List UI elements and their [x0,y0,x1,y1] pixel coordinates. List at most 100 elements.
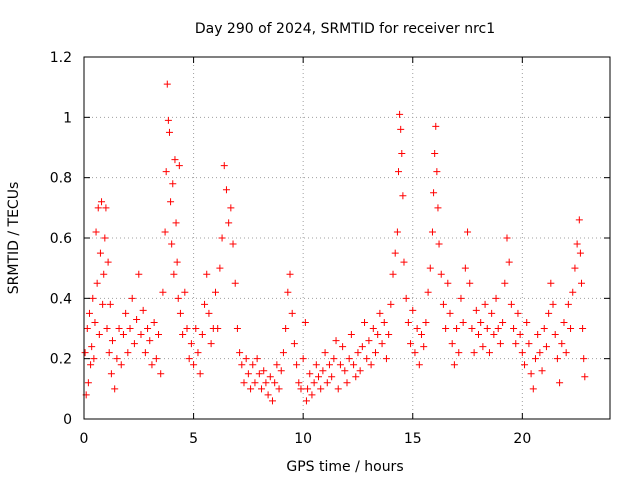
data-point [395,168,403,176]
data-point [397,125,405,133]
data-point [479,343,487,351]
data-point [196,370,204,378]
data-point [404,318,412,326]
data-point [501,279,509,287]
data-point [83,325,91,332]
y-tick-label: 1 [63,110,72,126]
data-point [542,343,550,351]
data-point [477,318,485,326]
data-point [367,361,375,369]
data-point [434,204,442,212]
data-point [273,361,281,369]
data-point [266,373,274,381]
data-point [117,361,125,369]
data-point [310,379,318,387]
data-point [203,270,211,278]
data-point [290,340,298,348]
data-point [236,349,244,357]
data-point [282,325,290,332]
data-point [130,340,138,348]
data-point [444,279,452,287]
data-point [567,325,575,332]
data-point [268,397,276,405]
data-point [91,318,99,326]
data-point [472,306,480,314]
data-point [439,300,447,308]
data-point [461,264,469,272]
data-point [165,128,173,136]
data-point [510,325,518,332]
data-point [432,122,440,130]
data-point [308,391,316,399]
data-point [369,325,377,332]
data-point [332,337,340,345]
data-point [503,234,511,242]
data-point [170,270,178,278]
data-point [161,228,169,236]
data-point [580,355,588,363]
data-point [81,349,89,357]
data-point [297,385,305,393]
data-point [238,361,246,369]
data-point [169,180,177,188]
data-point [90,355,98,363]
data-point [483,325,491,332]
data-point [499,318,507,326]
data-point [430,189,438,197]
data-point [148,361,156,369]
data-point [523,318,531,326]
data-point [345,355,353,363]
data-point [183,325,191,332]
data-point [387,300,395,308]
chart-title: Day 290 of 2024, SRMTID for receiver nrc… [195,21,495,37]
data-point [378,340,386,348]
data-point [514,309,522,317]
x-tick-label: 10 [294,431,312,447]
data-point [216,264,224,272]
data-point [354,349,362,357]
data-point [464,228,472,236]
data-point [488,309,496,317]
data-point [457,294,465,302]
data-point [306,370,314,378]
y-tick-labels: 0 0.2 0.4 0.6 0.8 1 1.2 [50,50,72,428]
data-point [549,300,557,308]
data-point [398,150,406,158]
data-point [144,325,152,332]
data-point [111,385,119,393]
data-point [99,300,107,308]
data-point [135,270,143,278]
data-point [108,337,116,345]
data-point [579,325,587,332]
data-point [343,379,351,387]
data-point [185,355,193,363]
data-point [179,331,187,339]
x-tick-labels: 0 5 10 15 20 [80,431,532,447]
data-point [175,162,183,170]
data-point [277,367,285,375]
data-point [516,331,524,339]
data-point [95,331,103,339]
data-point [448,340,456,348]
data-point [573,240,581,248]
data-point [407,340,415,348]
data-point [231,279,239,287]
data-point [181,288,189,296]
data-point [415,361,423,369]
data-point [578,279,586,287]
data-point [233,325,241,332]
data-point [518,349,526,357]
data-point [107,370,115,378]
data-point [194,349,202,357]
data-point [399,192,407,200]
data-point [450,361,458,369]
data-point [466,279,474,287]
y-tick-label: 0 [63,412,72,428]
data-point [575,216,583,224]
data-point [531,355,539,363]
data-point [505,258,513,266]
data-point [192,325,200,332]
data-points [81,80,589,405]
data-point [485,349,493,357]
data-point [229,240,237,248]
